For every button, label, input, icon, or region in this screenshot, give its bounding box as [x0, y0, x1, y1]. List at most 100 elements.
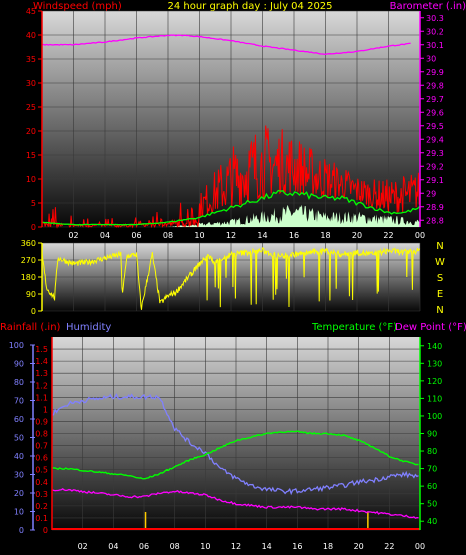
tick-label-rain: 0.2 — [35, 502, 48, 511]
tick-label-barometer: 29.7 — [426, 95, 444, 104]
tick-label-time: 04 — [108, 542, 118, 551]
tick-label-humidity: 90 — [14, 360, 24, 369]
tick-label-time: 02 — [68, 231, 78, 240]
tick-label-barometer: 30.3 — [426, 14, 444, 23]
tick-label-barometer: 29.2 — [426, 162, 444, 171]
wind-gust-area — [42, 204, 420, 227]
tick-label-barometer: 29 — [426, 189, 436, 198]
tick-label-humidity: 20 — [14, 489, 24, 498]
direction-panel-axes: 0 90 180 270 360 — [21, 239, 43, 316]
tick-label-rain: 1.5 — [35, 345, 48, 354]
tick-label-wind: 25 — [26, 103, 36, 112]
tick-label-time: 20 — [352, 231, 362, 240]
tick-label-barometer: 30.1 — [426, 41, 444, 50]
tick-label-barometer: 29.1 — [426, 176, 444, 185]
tick-label-rain: 0.7 — [35, 442, 48, 451]
rainfall-axis-title: Rainfall (.in) — [0, 322, 61, 333]
dewpoint-line — [51, 488, 419, 519]
tick-label-humidity: 30 — [14, 471, 24, 480]
tick-label-time: 12 — [231, 542, 241, 551]
compass-n-top: N — [436, 241, 443, 252]
tick-label-barometer: 28.8 — [426, 216, 444, 225]
rain-panel-series — [51, 393, 420, 530]
tick-label-wind: 10 — [26, 175, 36, 184]
tick-label-time: 08 — [170, 542, 180, 551]
tick-label-temperature: 60 — [427, 482, 437, 491]
tick-label-time: 22 — [383, 231, 393, 240]
tick-label-rain: 0.5 — [35, 466, 48, 475]
tick-label-barometer: 29.6 — [426, 108, 444, 117]
tick-label-direction: 0 — [31, 307, 36, 316]
tick-label-time: 22 — [384, 542, 394, 551]
tick-label-barometer: 29.4 — [426, 135, 444, 144]
tick-label-direction: 360 — [21, 239, 36, 248]
tick-label-temperature: 130 — [427, 359, 442, 368]
tick-label-barometer: 29.5 — [426, 122, 444, 131]
tick-label-direction: 90 — [26, 290, 36, 299]
compass-e: E — [437, 289, 443, 300]
tick-label-humidity: 50 — [14, 434, 24, 443]
windspeed-average-line — [41, 189, 421, 226]
direction-panel-series — [41, 247, 421, 310]
temperature-axis-title: Temperature (°F) — [311, 322, 397, 333]
chart-title: 24 hour graph day : July 04 2025 — [167, 1, 332, 12]
barometer-axis-title: Barometer (.in) — [390, 1, 466, 12]
tick-label-wind: 5 — [31, 199, 36, 208]
tick-label-time: 12 — [226, 231, 236, 240]
tick-label-humidity: 100 — [9, 341, 24, 350]
windspeed-line — [41, 125, 420, 229]
tick-label-time: 20 — [354, 542, 364, 551]
humidity-line — [51, 393, 419, 496]
tick-label-wind: 20 — [26, 127, 36, 136]
tick-label-humidity: 70 — [14, 397, 24, 406]
tick-label-wind: 0 — [31, 223, 36, 232]
tick-label-barometer: 29.3 — [426, 149, 444, 158]
tick-label-temperature: 100 — [427, 412, 442, 421]
wind-panel-series — [41, 34, 421, 229]
tick-label-time: 06 — [131, 231, 141, 240]
tick-label-wind: 45 — [26, 7, 36, 16]
tick-label-time: 00 — [415, 231, 425, 240]
tick-label-time: 10 — [200, 542, 210, 551]
compass-s: S — [437, 273, 443, 284]
tick-label-rain: 0.9 — [35, 417, 48, 426]
tick-label-wind: 30 — [26, 79, 36, 88]
tick-label-rain: 0.1 — [35, 514, 48, 523]
tick-label-wind: 35 — [26, 55, 36, 64]
tick-label-barometer: 29.9 — [426, 68, 444, 77]
tick-label-rain: 0 — [43, 526, 48, 535]
tick-label-barometer: 29.8 — [426, 81, 444, 90]
tick-label-temperature: 70 — [427, 465, 437, 474]
tick-label-rain: 1.1 — [35, 393, 48, 402]
tick-label-time: 14 — [262, 542, 272, 551]
tick-label-temperature: 120 — [427, 377, 442, 386]
tick-label-barometer: 28.9 — [426, 203, 444, 212]
tick-label-humidity: 80 — [14, 378, 24, 387]
tick-label-barometer: 30.2 — [426, 27, 444, 36]
tick-label-time: 08 — [163, 231, 173, 240]
tick-label-time: 18 — [320, 231, 330, 240]
wind-direction-line — [41, 247, 421, 310]
tick-label-time: 10 — [194, 231, 204, 240]
tick-label-humidity: 60 — [14, 415, 24, 424]
tick-label-temperature: 80 — [427, 447, 437, 456]
tick-label-rain: 1.2 — [35, 381, 48, 390]
tick-label-barometer: 30 — [426, 54, 436, 63]
tick-label-temperature: 40 — [427, 517, 437, 526]
tick-label-time: 00 — [415, 542, 425, 551]
tick-label-time: 02 — [78, 542, 88, 551]
rain-panel-axes: 0 0.1 0.2 0.3 0.4 0.5 0.6 0.7 0.8 0.9 1 1.1 1.2 1.3 1.… — [9, 337, 442, 551]
tick-label-rain: 1 — [43, 405, 48, 414]
tick-label-direction: 270 — [21, 256, 36, 265]
tick-label-temperature: 140 — [427, 342, 442, 351]
tick-label-wind: 40 — [26, 31, 36, 40]
compass-w: W — [435, 257, 445, 268]
tick-label-wind: 15 — [26, 151, 36, 160]
tick-label-rain: 1.3 — [35, 369, 48, 378]
tick-label-time: 16 — [292, 542, 302, 551]
tick-label-time: 18 — [323, 542, 333, 551]
tick-label-rain: 0.8 — [35, 430, 48, 439]
temperature-line — [51, 430, 419, 480]
wind-panel-axes: 0 5 10 15 20 25 30 35 40 45 28.8 28.9 29 29.1 29.2 29.3… — [26, 7, 444, 240]
